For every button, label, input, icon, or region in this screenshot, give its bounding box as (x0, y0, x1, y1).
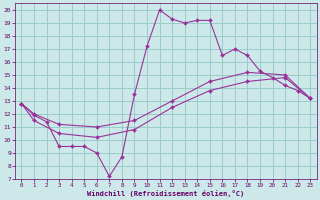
X-axis label: Windchill (Refroidissement éolien,°C): Windchill (Refroidissement éolien,°C) (87, 190, 244, 197)
